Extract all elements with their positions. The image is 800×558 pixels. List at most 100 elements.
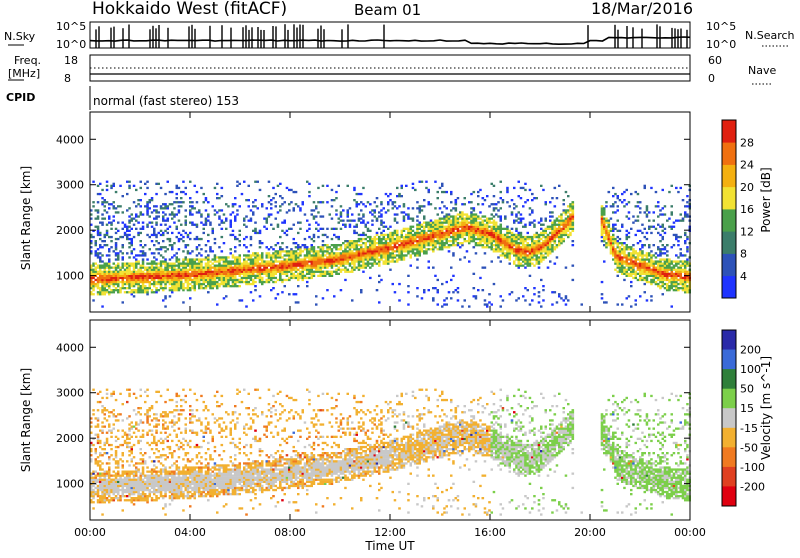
power-cell [610,205,613,207]
power-cell [335,258,338,260]
power-cell [160,287,163,289]
freq-tick-bottom: 8 [64,72,71,85]
power-cell [117,281,120,283]
power-cell [362,187,365,189]
power-cell [612,238,615,240]
power-cell [315,260,318,262]
power-cell [225,269,228,271]
power-cell [612,187,615,189]
power-cell [419,207,422,209]
power-cell [286,265,289,267]
power-cell [446,242,449,244]
power-cell [608,224,611,226]
power-cell [437,279,440,281]
power-cell [295,271,298,273]
power-cell [601,236,604,238]
power-cell [115,281,118,283]
power-cell [403,238,406,240]
power-cell [369,230,372,232]
power-cell [286,258,289,260]
power-cell [101,260,104,262]
power-cell [439,236,442,238]
power-cell [108,273,111,275]
power-cell [169,273,172,275]
power-cell [434,232,437,234]
power-cell [538,244,541,246]
power-cell [329,213,332,215]
power-cell [164,207,167,209]
power-cell [191,205,194,207]
power-cell [378,228,381,230]
power-cell [466,234,469,236]
power-cell [632,256,635,258]
power-cell [176,289,179,291]
power-cell [360,201,363,203]
power-cell [259,232,262,234]
power-cell [560,220,563,222]
power-cell [605,242,608,244]
power-cell [146,293,149,295]
power-cell [178,283,181,285]
power-cell [140,213,143,215]
power-cell [311,248,314,250]
power-cell [401,246,404,248]
power-cell [522,236,525,238]
power-cell [344,240,347,242]
power-cell [515,299,518,301]
power-cell [356,250,359,252]
power-cell [680,277,683,279]
power-cell [511,234,514,236]
power-cell [245,215,248,217]
power-cell [434,246,437,248]
power-cell [326,201,329,203]
power-cell [509,242,512,244]
power-cell [623,191,626,193]
power-cell [617,236,620,238]
power-cell [362,220,365,222]
power-cell [167,207,170,209]
power-cell [122,195,125,197]
power-cell [673,275,676,277]
power-cell [360,244,363,246]
power-cell [293,256,296,258]
power-cell [189,287,192,289]
power-cell [178,187,181,189]
power-cell [621,224,624,226]
power-cell [610,246,613,248]
power-cell [387,246,390,248]
power-cell [648,265,651,267]
power-cell [146,273,149,275]
power-cell [486,220,489,222]
power-cell [212,281,215,283]
power-cell [619,271,622,273]
power-cell [360,209,363,211]
power-cell [403,205,406,207]
power-cell [419,222,422,224]
power-cell [101,222,104,224]
nave-tick-bottom: 0 [708,72,715,85]
power-cell [446,218,449,220]
power-cell [205,258,208,260]
power-cell [421,224,424,226]
power-cell [302,273,305,275]
power-cell [655,252,658,254]
power-cell [470,211,473,213]
power-cell [248,185,251,187]
power-cell [666,244,669,246]
power-cell [630,305,633,307]
power-cell [216,265,219,267]
power-cell [176,285,179,287]
power-cell [664,277,667,279]
power-cell [542,246,545,248]
power-cell [619,260,622,262]
power-cell [439,226,442,228]
power-cell [232,281,235,283]
power-cell [572,205,575,207]
power-cell [556,220,559,222]
power-cell [230,226,233,228]
power-cell [383,242,386,244]
power-cell [128,207,131,209]
power-cell [225,203,228,205]
power-cell [198,260,201,262]
power-cell [684,279,687,281]
